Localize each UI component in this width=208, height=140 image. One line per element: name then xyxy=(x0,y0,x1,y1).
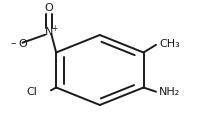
Text: Cl: Cl xyxy=(27,87,38,97)
Text: O: O xyxy=(18,39,27,49)
Text: O: O xyxy=(45,3,53,13)
Text: –: – xyxy=(10,38,16,48)
Text: CH₃: CH₃ xyxy=(159,39,180,49)
Text: N: N xyxy=(45,27,53,37)
Text: NH₂: NH₂ xyxy=(159,87,180,97)
Text: +: + xyxy=(52,24,58,33)
